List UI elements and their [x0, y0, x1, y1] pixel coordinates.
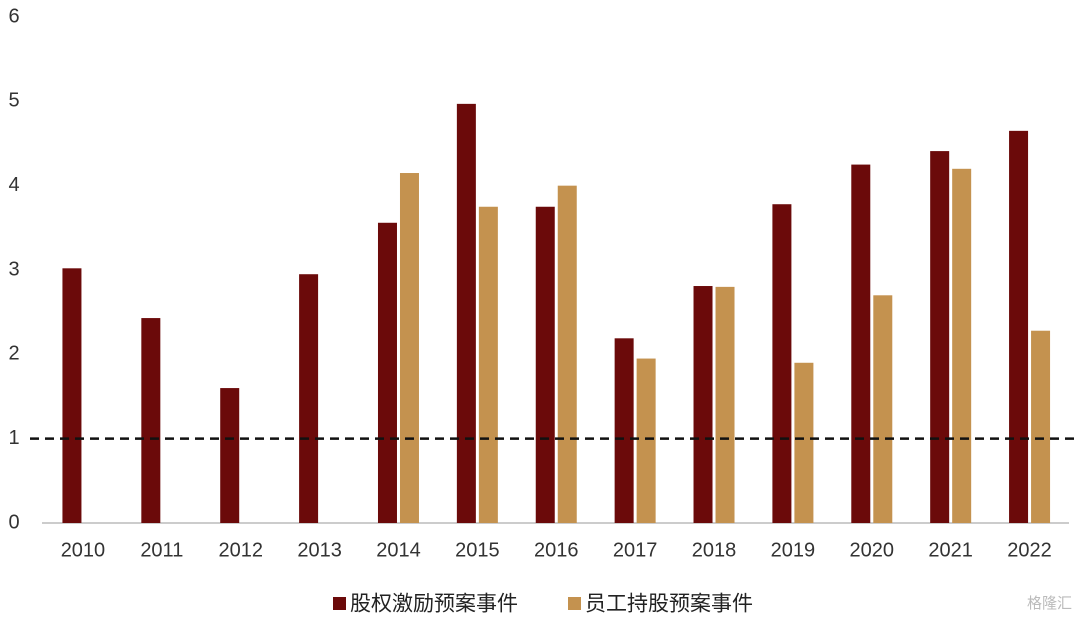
bar [1031, 330, 1051, 523]
bar [851, 164, 871, 524]
bar [636, 358, 656, 523]
x-tick-label: 2013 [297, 539, 342, 561]
bar [456, 103, 476, 523]
x-tick-label: 2011 [140, 539, 183, 561]
legend-swatch [333, 597, 346, 610]
x-tick-label: 2017 [613, 539, 658, 561]
bar [299, 274, 319, 523]
bar [557, 185, 577, 523]
bar [693, 286, 713, 523]
bar [772, 204, 792, 523]
legend-text: 员工持股预案事件 [585, 593, 753, 616]
y-tick-label: 2 [8, 343, 19, 365]
bar [377, 222, 397, 524]
y-tick-label: 6 [8, 5, 19, 27]
bar [614, 338, 634, 523]
bar [930, 151, 950, 523]
bar [952, 168, 972, 524]
x-tick-label: 2015 [455, 539, 500, 561]
bar [62, 268, 82, 523]
x-tick-label: 2014 [376, 539, 421, 561]
y-tick-label: 1 [8, 427, 19, 449]
bar [535, 206, 555, 523]
bar [1009, 130, 1029, 523]
watermark: 格隆汇 [1027, 595, 1072, 612]
bar [715, 286, 735, 523]
bar [399, 173, 419, 523]
legend-text: 股权激励预案事件 [350, 593, 518, 616]
x-tick-label: 2020 [850, 539, 895, 561]
bar [873, 295, 893, 523]
y-tick-label: 5 [8, 90, 19, 112]
y-tick-label: 3 [8, 258, 19, 280]
x-tick-label: 2019 [771, 539, 816, 561]
bar [794, 362, 814, 523]
x-tick-label: 2010 [61, 539, 106, 561]
x-tick-label: 2012 [218, 539, 263, 561]
x-tick-label: 2021 [928, 539, 973, 561]
bar [478, 206, 498, 523]
x-tick-label: 2022 [1007, 539, 1052, 561]
y-tick-label: 4 [8, 174, 19, 196]
x-tick-label: 2016 [534, 539, 579, 561]
legend-swatch [568, 597, 581, 610]
bar [141, 318, 161, 523]
bar [220, 388, 240, 523]
x-tick-label: 2018 [692, 539, 737, 561]
y-tick-label: 0 [8, 511, 19, 533]
